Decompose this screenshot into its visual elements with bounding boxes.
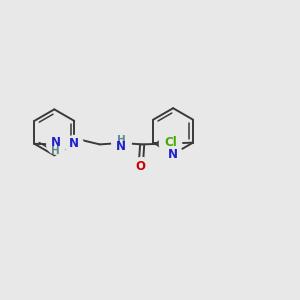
- Text: N: N: [116, 140, 126, 153]
- Text: O: O: [136, 160, 146, 173]
- Text: N: N: [69, 137, 79, 150]
- Text: H: H: [51, 146, 60, 156]
- Text: Cl: Cl: [164, 136, 177, 149]
- Text: N: N: [168, 148, 178, 160]
- Text: N: N: [51, 136, 61, 148]
- Text: H: H: [117, 135, 125, 145]
